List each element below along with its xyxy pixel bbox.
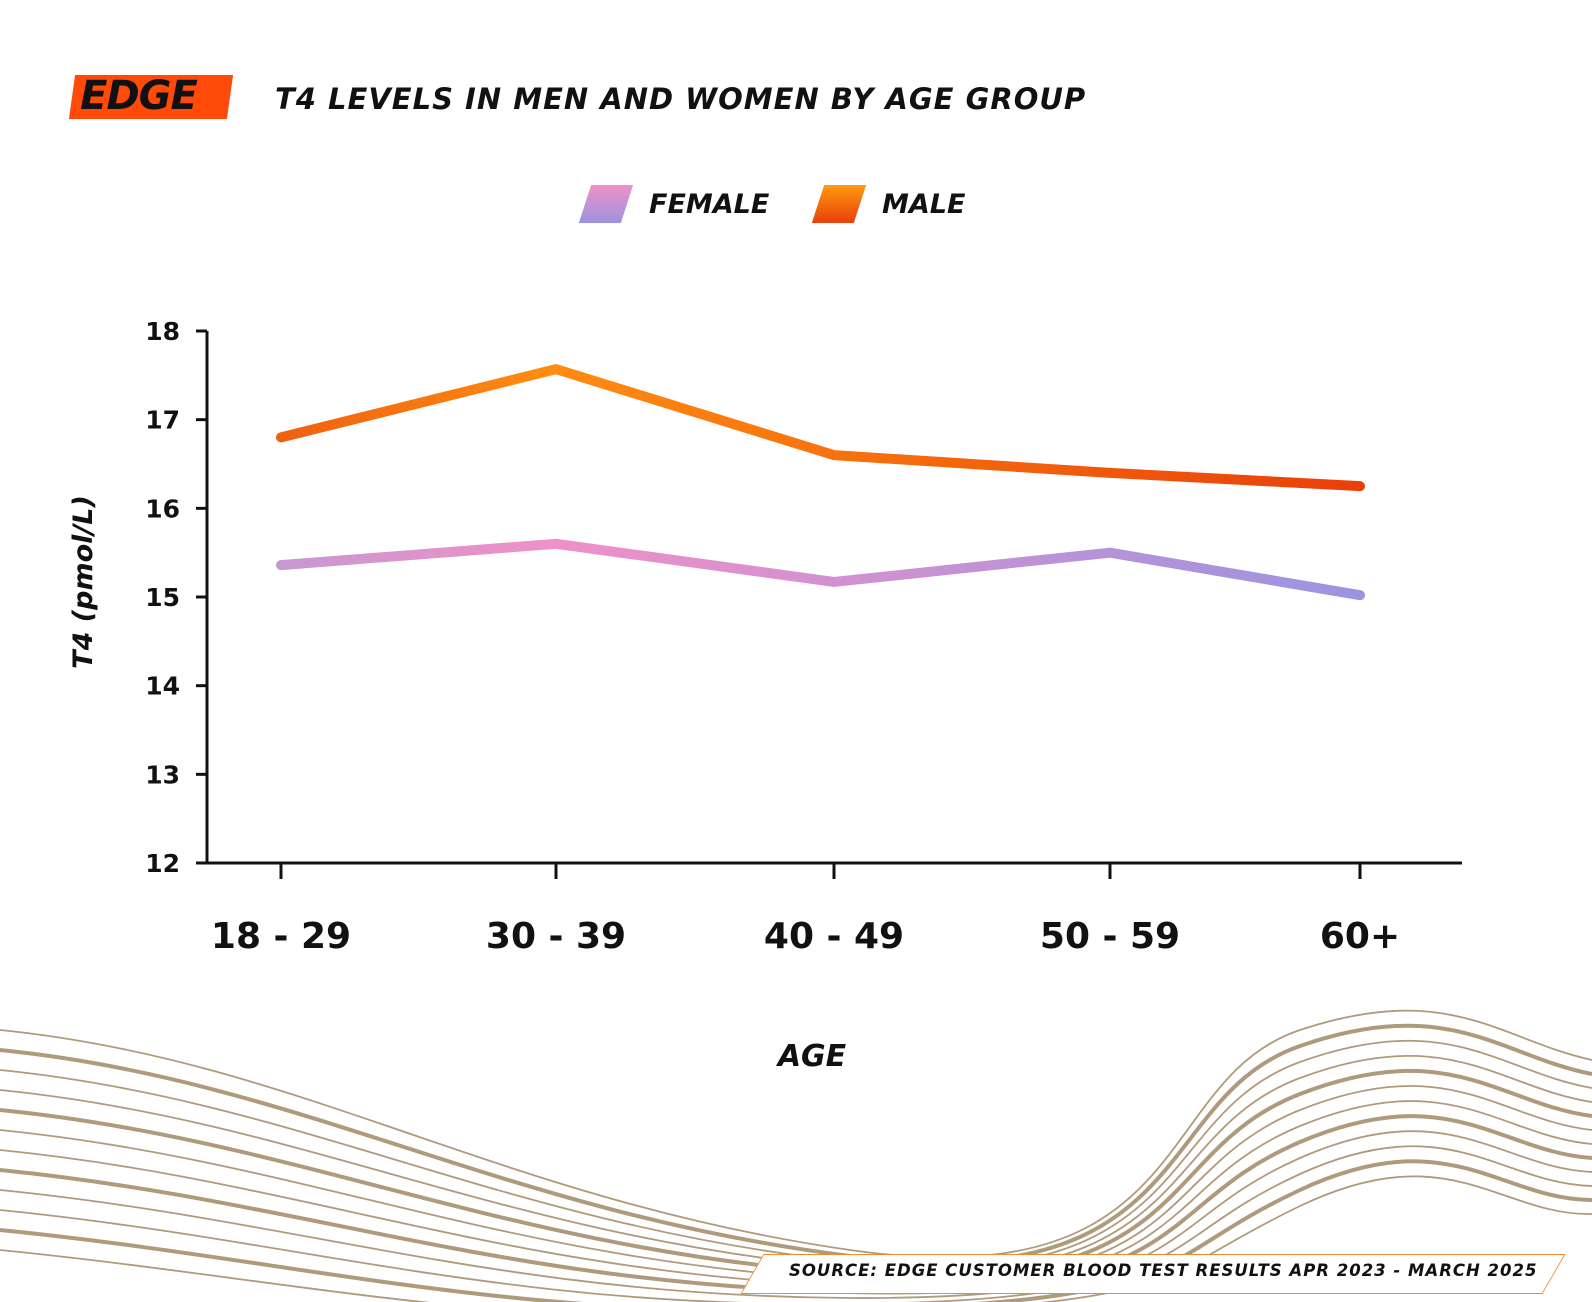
- wave-line: [0, 1023, 1592, 1265]
- wave-line: [0, 1175, 1592, 1302]
- y-tick-label: 16: [145, 494, 180, 523]
- y-tick-label: 12: [145, 849, 180, 878]
- x-tick-label: 18 - 29: [211, 916, 351, 957]
- x-axis-title: AGE: [776, 1039, 847, 1074]
- wave-line: [0, 1009, 1592, 1259]
- chart-title: T4 LEVELS IN MEN AND WOMEN BY AGE GROUP: [275, 82, 1087, 116]
- legend-label-female: FEMALE: [649, 188, 770, 220]
- x-tick-label: 40 - 49: [764, 916, 904, 957]
- legend-item-female: FEMALE: [578, 185, 770, 223]
- source-note: SOURCE: EDGE CUSTOMER BLOOD TEST RESULTS…: [740, 1254, 1566, 1294]
- series-line-female: [276, 538, 1365, 601]
- x-tick-label: 60+: [1320, 916, 1400, 957]
- y-tick-label: 18: [145, 317, 180, 346]
- legend-item-male: MALE: [811, 185, 966, 223]
- wave-line: [0, 1039, 1592, 1268]
- wave-line: [0, 1159, 1592, 1302]
- y-tick-label: 17: [145, 406, 180, 435]
- source-text: SOURCE: EDGE CUSTOMER BLOOD TEST RESULTS…: [789, 1261, 1538, 1280]
- y-tick-label: 13: [145, 760, 180, 789]
- y-tick-label: 14: [145, 672, 180, 701]
- y-tick-label: 15: [145, 583, 180, 612]
- x-tick-label: 30 - 39: [486, 916, 626, 957]
- legend-label-male: MALE: [882, 188, 966, 220]
- wave-line: [0, 1055, 1592, 1273]
- series-line-male: [276, 364, 1365, 492]
- y-axis-title: T4 (pmol/L): [68, 495, 99, 669]
- x-tick-label: 50 - 59: [1040, 916, 1180, 957]
